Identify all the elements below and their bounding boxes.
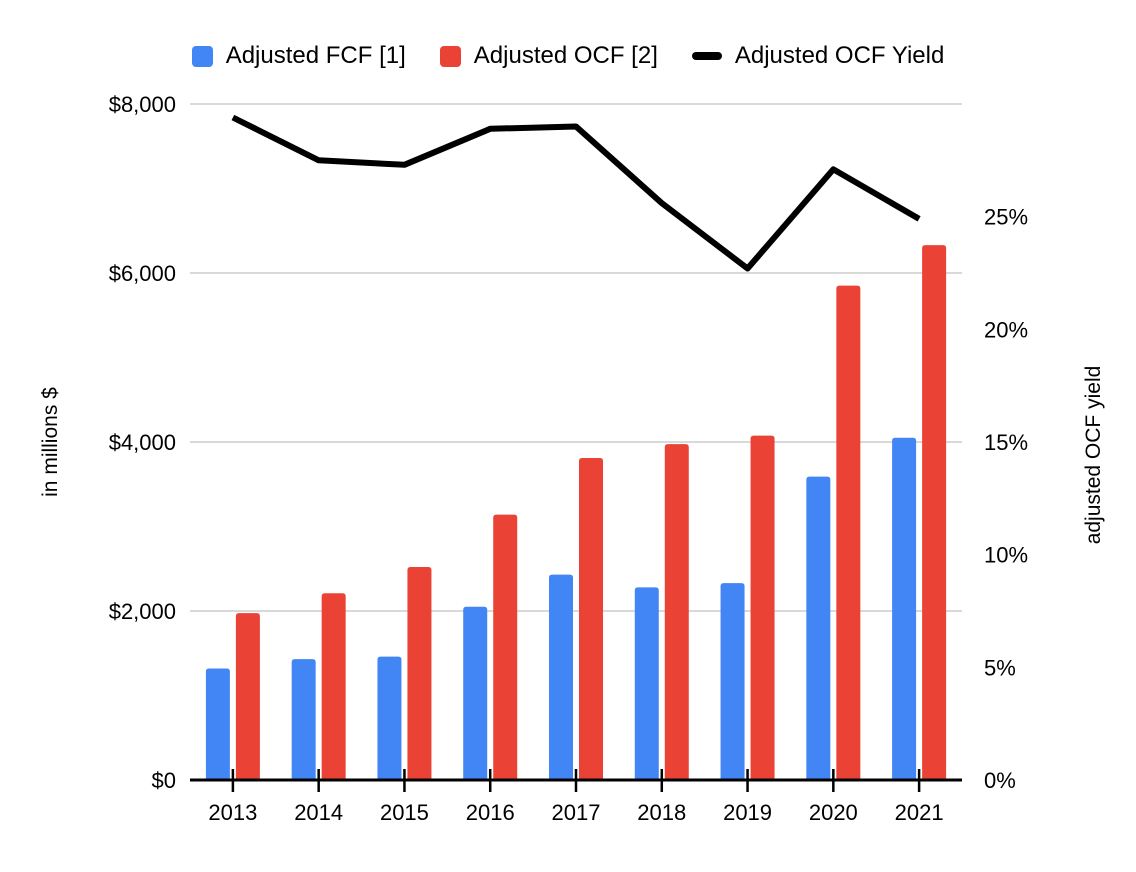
x-axis-label-2018: 2018	[637, 800, 686, 825]
left-axis-label-2: $4,000	[109, 430, 176, 455]
left-axis-title: in millions $	[39, 387, 62, 497]
bar-fcf-2016[interactable]	[463, 606, 488, 780]
bar-ocf-2021[interactable]	[922, 245, 947, 781]
legend-label: Adjusted OCF Yield	[734, 42, 945, 69]
bar-ocf-2016[interactable]	[493, 514, 518, 780]
bar-fcf-2020[interactable]	[806, 476, 831, 780]
x-axis-label-2021: 2021	[895, 800, 944, 825]
bar-fcf-2014[interactable]	[291, 659, 316, 780]
bar-ocf-2013[interactable]	[235, 613, 260, 780]
right-axis-label-5: 25%	[984, 205, 1028, 230]
legend-label: Adjusted OCF [2]	[473, 42, 658, 69]
legend-line-swatch-icon	[691, 52, 722, 60]
right-axis-label-1: 5%	[984, 655, 1016, 680]
x-axis-label-2019: 2019	[723, 800, 772, 825]
legend-square-swatch-icon	[191, 45, 213, 67]
bar-ocf-2020[interactable]	[836, 285, 861, 780]
bar-fcf-2013[interactable]	[205, 668, 230, 780]
bar-fcf-2017[interactable]	[549, 574, 573, 780]
ocf-yield-line[interactable]	[231, 114, 921, 272]
x-axis-label-2015: 2015	[380, 800, 429, 825]
x-axis-label-2014: 2014	[294, 800, 343, 825]
bar-ocf-2017[interactable]	[579, 458, 603, 780]
right-axis-title: adjusted OCF yield	[1082, 366, 1105, 545]
bar-fcf-2018[interactable]	[634, 587, 659, 780]
left-axis-label-4: $8,000	[109, 92, 176, 117]
left-axis-label-3: $6,000	[109, 261, 176, 286]
x-axis-label-2020: 2020	[809, 800, 858, 825]
legend-item-adjusted-fcf[interactable]: Adjusted FCF [1]	[191, 42, 406, 69]
legend-label: Adjusted FCF [1]	[225, 42, 406, 69]
right-axis-label-0: 0%	[984, 768, 1016, 793]
legend-item-adjusted-ocf[interactable]: Adjusted OCF [2]	[439, 42, 658, 69]
right-axis-label-2: 10%	[984, 543, 1028, 568]
x-axis-label-2017: 2017	[552, 800, 601, 825]
bar-fcf-2021[interactable]	[892, 437, 917, 780]
bar-ocf-2019[interactable]	[750, 435, 775, 780]
bar-fcf-2019[interactable]	[720, 583, 745, 780]
right-axis-label-3: 15%	[984, 430, 1028, 455]
right-axis-label-4: 20%	[984, 317, 1028, 342]
left-axis-label-1: $2,000	[109, 599, 176, 624]
legend-item-ocf-yield[interactable]: Adjusted OCF Yield	[691, 42, 945, 69]
chart-legend: Adjusted FCF [1] Adjusted OCF [2] Adjusted…	[0, 38, 1136, 74]
bar-ocf-2015[interactable]	[407, 567, 432, 780]
left-axis-label-0: $0	[152, 768, 176, 793]
x-axis-label-2016: 2016	[466, 800, 515, 825]
bar-ocf-2014[interactable]	[321, 593, 346, 780]
bar-ocf-2018[interactable]	[664, 444, 689, 780]
x-axis-label-2013: 2013	[208, 800, 257, 825]
bar-fcf-2015[interactable]	[377, 656, 402, 780]
legend-square-swatch-icon	[439, 45, 461, 67]
